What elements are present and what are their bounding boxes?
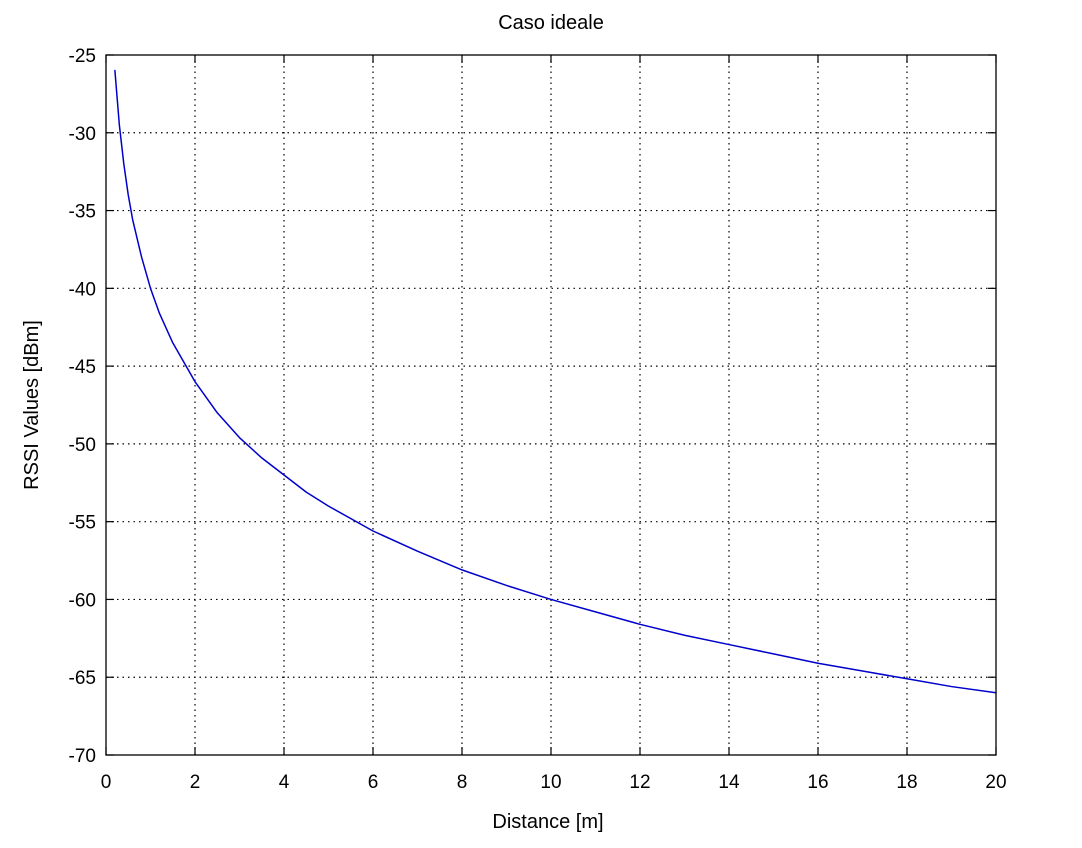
y-tick-label-0: -70 [69,746,96,767]
x-tick-label-6: 12 [629,772,650,793]
x-tick-label-3: 6 [368,772,379,793]
y-tick-label-2: -60 [69,590,96,611]
y-tick-label-7: -35 [69,202,96,223]
x-tick-label-7: 14 [718,772,740,793]
series-line-0 [114,69,997,694]
ticks: 0 2 4 6 8 10 12 14 16 18 20 -70 -65 -60 -55 -50 -45 -40 -3… [69,46,1007,793]
y-tick-label-5: -45 [69,357,96,378]
x-tick-label-8: 16 [807,772,828,793]
x-axis-label: Distance [m] [492,811,603,833]
x-tick-label-5: 10 [540,772,561,793]
y-tick-label-1: -65 [69,668,96,689]
x-tick-label-0: 0 [101,772,112,793]
y-axis-label: RSSI Values [dBm] [21,320,43,490]
x-tick-label-1: 2 [190,772,201,793]
y-tick-label-6: -40 [69,279,96,300]
grid [106,55,996,755]
x-tick-label-4: 8 [457,772,468,793]
y-tick-label-4: -50 [69,435,96,456]
x-tick-label-2: 4 [279,772,290,793]
x-tick-label-9: 18 [896,772,917,793]
y-tick-label-3: -55 [69,513,96,534]
y-tick-label-8: -30 [69,124,96,145]
series-layer [114,69,997,694]
y-tick-label-9: -25 [69,46,96,67]
x-tick-label-10: 20 [985,772,1006,793]
chart-title: Caso ideale [498,12,604,34]
